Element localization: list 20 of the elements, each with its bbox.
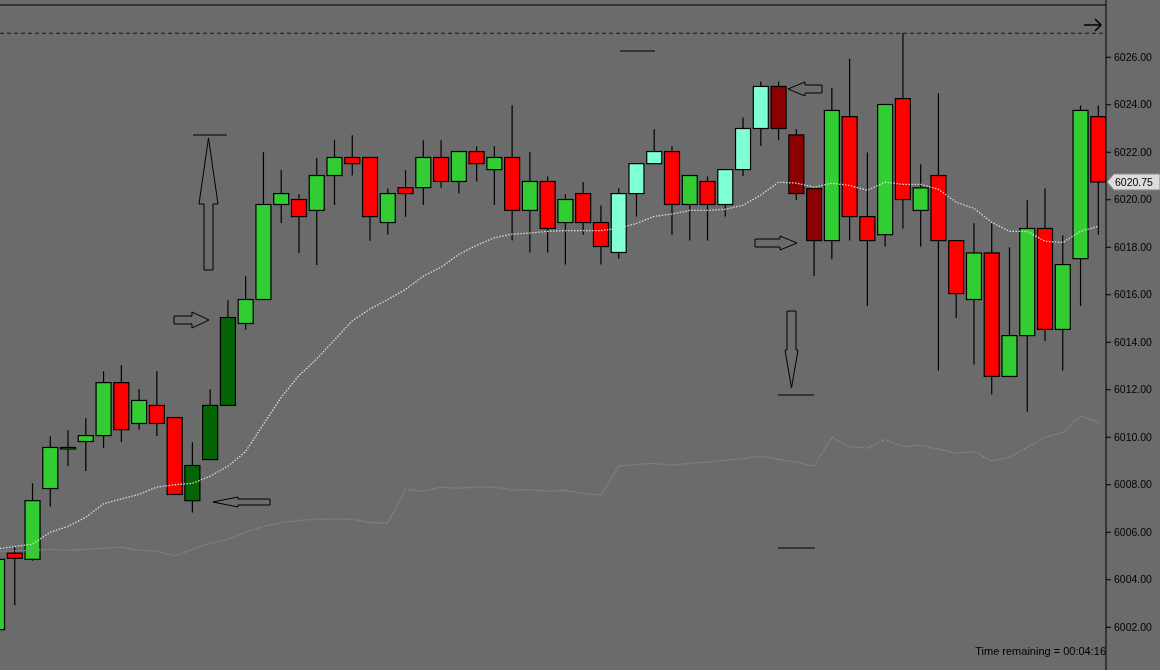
y-tick-label: 6020.00: [1114, 193, 1153, 206]
candlestick: [592, 204, 610, 266]
candlestick: [131, 388, 148, 431]
y-tick-label: 6008.00: [1114, 478, 1153, 491]
candlestick: [59, 429, 77, 467]
y-tick-label: 6016.00: [1114, 288, 1153, 301]
y-tick-label: 6010.00: [1114, 430, 1153, 443]
text: 6020.75: [1115, 175, 1154, 188]
y-tick-label: 6006.00: [1114, 525, 1153, 538]
candlestick: [432, 139, 450, 189]
candlestick: [290, 193, 308, 254]
y-tick-label: 6018.00: [1114, 240, 1153, 253]
y-tick-label: 6002.00: [1114, 620, 1153, 633]
y-tick-label: 6004.00: [1114, 573, 1153, 586]
y-tick-label: 6022.00: [1114, 145, 1153, 158]
y-tick-label: 6026.00: [1114, 50, 1153, 63]
annotation: Time remaining = 00:04:16: [975, 645, 1106, 657]
y-tick-label: 6014.00: [1114, 335, 1153, 348]
y-tick-label: 6024.00: [1114, 98, 1153, 111]
y-tick-label: 6012.00: [1114, 383, 1153, 396]
